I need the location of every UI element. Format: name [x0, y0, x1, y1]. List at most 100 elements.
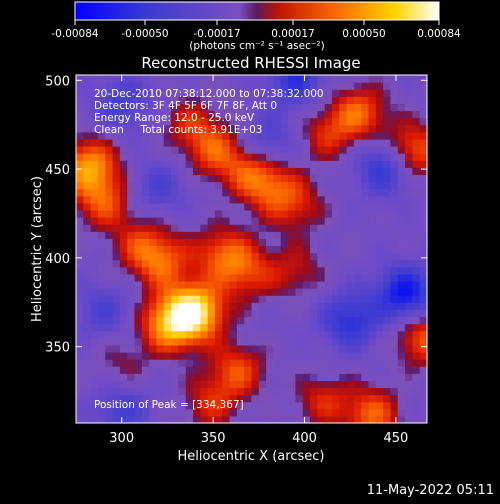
- heatmap-cell: [127, 259, 136, 268]
- heatmap-cell: [112, 103, 121, 112]
- heatmap-cell: [193, 202, 201, 211]
- heatmap-cell: [405, 181, 413, 190]
- heatmap-cell: [353, 280, 362, 289]
- heatmap-cell: [141, 167, 150, 176]
- heatmap-cell: [83, 366, 92, 374]
- heatmap-cell: [324, 117, 333, 126]
- heatmap-cell: [127, 188, 136, 197]
- heatmap-cell: [412, 224, 421, 232]
- heatmap-cell: [193, 174, 201, 183]
- heatmap-cell: [76, 323, 84, 332]
- heatmap-cell: [295, 110, 304, 119]
- heatmap-cell: [214, 117, 223, 126]
- heatmap-cell: [331, 110, 340, 119]
- heatmap-cell: [346, 167, 355, 176]
- heatmap-cell: [266, 273, 275, 282]
- heatmap-cell: [76, 96, 84, 105]
- heatmap-cell: [236, 160, 245, 168]
- heatmap-cell: [193, 96, 201, 105]
- heatmap-cell: [258, 394, 267, 403]
- heatmap-cell: [383, 401, 392, 410]
- heatmap-cell: [419, 110, 427, 119]
- heatmap-cell: [302, 245, 311, 254]
- heatmap-cell: [134, 238, 143, 247]
- heatmap-cell: [368, 167, 377, 176]
- heatmap-cell: [105, 359, 114, 367]
- heatmap-cell: [397, 181, 406, 190]
- heatmap-cell: [134, 273, 143, 282]
- heatmap-cell: [346, 394, 355, 403]
- heatmap-cell: [310, 330, 318, 339]
- heatmap-cell: [193, 288, 201, 296]
- heatmap-cell: [288, 344, 296, 353]
- heatmap-cell: [229, 380, 238, 389]
- heatmap-cell: [229, 415, 238, 423]
- heatmap-cell: [353, 153, 362, 161]
- heatmap-cell: [390, 96, 399, 105]
- heatmap-cell: [127, 288, 136, 296]
- heatmap-cell: [90, 181, 99, 190]
- heatmap-cell: [368, 373, 377, 381]
- heatmap-cell: [273, 124, 282, 133]
- heatmap-cell: [83, 359, 92, 367]
- heatmap-cell: [368, 110, 377, 119]
- heatmap-cell: [207, 351, 216, 360]
- heatmap-cell: [280, 415, 289, 423]
- heatmap-cell: [76, 202, 84, 211]
- heatmap-cell: [119, 82, 128, 90]
- heatmap-cell: [83, 330, 92, 339]
- heatmap-cell: [302, 309, 311, 318]
- heatmap-cell: [171, 238, 179, 247]
- heatmap-cell: [105, 316, 114, 325]
- heatmap-cell: [97, 103, 106, 112]
- heatmap-cell: [83, 373, 92, 381]
- heatmap-cell: [171, 195, 179, 204]
- heatmap-cell: [90, 217, 99, 225]
- heatmap-cell: [383, 273, 392, 282]
- heatmap-cell: [200, 124, 209, 133]
- heatmap-cell: [207, 408, 216, 417]
- heatmap-cell: [258, 103, 267, 112]
- heatmap-cell: [405, 202, 413, 211]
- heatmap-cell: [375, 153, 384, 161]
- heatmap-cell: [302, 124, 311, 133]
- heatmap-cell: [412, 302, 421, 310]
- heatmap-cell: [141, 146, 150, 154]
- heatmap-cell: [251, 146, 260, 154]
- heatmap-cell: [251, 266, 260, 275]
- heatmap-cell: [317, 138, 326, 147]
- heatmap-cell: [193, 316, 201, 325]
- heatmap-cell: [214, 280, 223, 289]
- heatmap-cell: [302, 167, 311, 176]
- heatmap-cell: [171, 387, 179, 396]
- heatmap-cell: [251, 302, 260, 310]
- heatmap-cell: [97, 138, 106, 147]
- heatmap-cell: [273, 131, 282, 140]
- heatmap-cell: [156, 160, 165, 168]
- heatmap-cell: [266, 89, 275, 97]
- heatmap-cell: [229, 252, 238, 261]
- heatmap-cell: [295, 351, 304, 360]
- heatmap-cell: [119, 75, 128, 83]
- heatmap-cell: [339, 96, 348, 105]
- heatmap-cell: [105, 408, 114, 417]
- heatmap-cell: [149, 238, 158, 247]
- heatmap-cell: [412, 138, 421, 147]
- heatmap-cell: [127, 408, 136, 417]
- heatmap-cell: [310, 195, 318, 204]
- heatmap-cell: [368, 146, 377, 154]
- heatmap-cell: [258, 273, 267, 282]
- heatmap-cell: [200, 224, 209, 232]
- heatmap-cell: [280, 202, 289, 211]
- heatmap-cell: [368, 82, 377, 90]
- heatmap-cell: [156, 110, 165, 119]
- heatmap-cell: [229, 295, 238, 303]
- heatmap-cell: [331, 89, 340, 97]
- heatmap-cell: [331, 167, 340, 176]
- heatmap-cell: [346, 174, 355, 183]
- heatmap-cell: [178, 131, 187, 140]
- heatmap-cell: [119, 96, 128, 105]
- heatmap-cell: [383, 415, 392, 423]
- heatmap-cell: [383, 209, 392, 218]
- heatmap-cell: [375, 181, 384, 190]
